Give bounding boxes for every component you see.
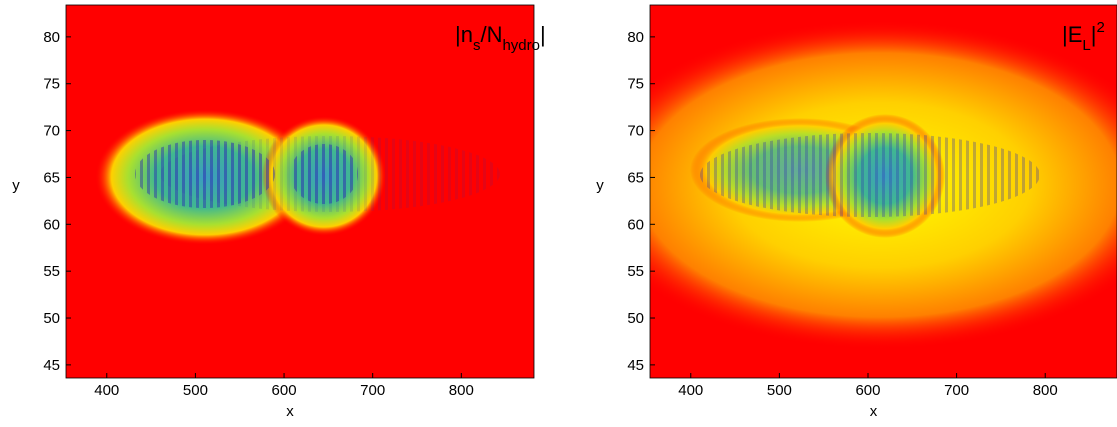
x-tick-label: 500	[767, 382, 792, 399]
y-tick-label: 50	[627, 310, 644, 327]
y-tick-label: 55	[43, 263, 60, 280]
panel: |EL|2 400 500 600 700 800 45 50 55 60 65 70 75 80 x y	[596, 4, 1117, 420]
x-tick-label: 700	[944, 382, 969, 399]
x-tick-label: 600	[272, 382, 297, 399]
y-tick-label: 60	[43, 216, 60, 233]
panel-label: |EL|2	[1062, 19, 1105, 54]
x-tick-label: 400	[94, 382, 119, 399]
label-part: L	[1082, 37, 1090, 54]
y-tick-label: 55	[627, 263, 644, 280]
label-part: 2	[1096, 19, 1104, 36]
y-tick-label: 45	[43, 357, 60, 374]
x-tick-label: 500	[183, 382, 208, 399]
field	[650, 5, 1117, 378]
panel: |ns/Nhydro| 400 500 600 700 800 45 50 55 60 65 70 7…	[12, 4, 546, 420]
field	[66, 5, 534, 378]
y-tick-label: 45	[627, 357, 644, 374]
x-tick-label: 700	[360, 382, 385, 399]
label-part: |E	[1062, 22, 1082, 47]
y-tick-label: 75	[627, 76, 644, 93]
x-tick-label: 800	[449, 382, 474, 399]
y-tick-label: 80	[627, 29, 644, 46]
y-tick-label: 65	[627, 169, 644, 186]
y-tick-label: 60	[627, 216, 644, 233]
y-tick-label: 50	[43, 310, 60, 327]
label-part: |	[540, 22, 546, 47]
label-part: /N	[480, 22, 502, 47]
x-axis-label: x	[870, 403, 878, 420]
x-tick-label: 400	[678, 382, 703, 399]
panel-label: |ns/Nhydro|	[455, 22, 546, 54]
plot-frame	[649, 4, 1117, 379]
y-tick-label: 70	[627, 123, 644, 140]
y-tick-label: 65	[43, 169, 60, 186]
label-part: |n	[455, 22, 473, 47]
y-axis-label: y	[596, 177, 604, 194]
fringes	[700, 133, 1040, 217]
x-axis-label: x	[286, 403, 294, 420]
y-tick-label: 80	[43, 29, 60, 46]
fringes	[160, 136, 500, 212]
label-part: hydro	[502, 37, 540, 54]
y-tick-label: 70	[43, 123, 60, 140]
x-tick-label: 800	[1033, 382, 1058, 399]
y-axis-label: y	[12, 177, 20, 194]
x-tick-label: 600	[855, 382, 880, 399]
y-tick-label: 75	[43, 76, 60, 93]
label-part: s	[473, 37, 481, 54]
label-part: |	[1091, 22, 1097, 47]
plot-frame	[65, 4, 535, 379]
